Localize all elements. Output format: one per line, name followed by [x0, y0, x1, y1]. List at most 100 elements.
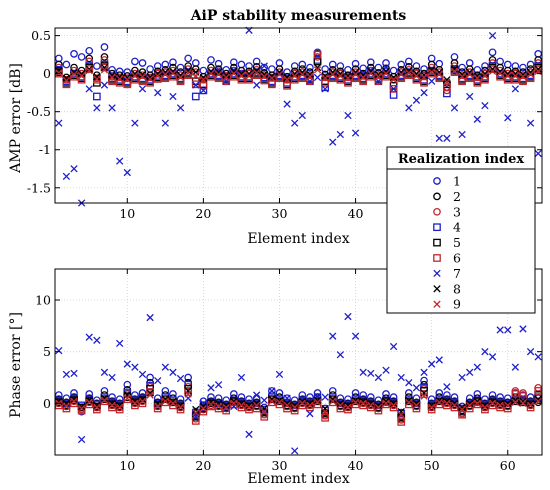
- data-point: [62, 76, 71, 85]
- data-point: [199, 81, 208, 90]
- data-point: [526, 70, 535, 79]
- data-point: [70, 70, 78, 79]
- data-point: [511, 396, 520, 404]
- data-point: [291, 447, 299, 455]
- data-point: [252, 399, 261, 407]
- data-point: [329, 68, 337, 76]
- data-point: [169, 368, 177, 376]
- data-point: [526, 401, 535, 410]
- data-point: [389, 393, 398, 401]
- data-point: [222, 71, 230, 79]
- data-point: [412, 399, 421, 407]
- data-point: [291, 72, 299, 80]
- data-point: [85, 390, 94, 398]
- data-point: [237, 373, 246, 382]
- data-point: [382, 366, 390, 374]
- data-point: [306, 63, 314, 72]
- data-point: [428, 403, 436, 412]
- data-point: [184, 387, 192, 395]
- data-point: [199, 402, 208, 411]
- data-point: [359, 391, 368, 399]
- data-point: [526, 399, 535, 407]
- data-point: [275, 400, 284, 409]
- data-point: [131, 401, 139, 410]
- data-point: [344, 405, 352, 414]
- data-point: [481, 72, 489, 80]
- data-point: [382, 59, 390, 67]
- data-point: [222, 396, 231, 405]
- data-point: [420, 392, 428, 400]
- data-point: [405, 69, 413, 77]
- top-data-marks: [54, 26, 543, 207]
- data-point: [511, 62, 520, 70]
- data-point: [397, 418, 406, 426]
- data-point: [131, 363, 139, 371]
- data-point: [191, 80, 200, 89]
- data-point: [123, 380, 132, 389]
- data-point: [519, 392, 527, 400]
- data-point: [184, 373, 193, 382]
- data-point: [420, 78, 428, 87]
- data-point: [237, 401, 246, 410]
- data-point: [108, 73, 116, 82]
- data-point: [534, 149, 542, 158]
- data-point: [283, 76, 291, 84]
- data-point: [504, 401, 512, 410]
- y-tick-label: -0.5: [27, 104, 51, 119]
- data-point: [230, 397, 238, 405]
- legend-marker: [433, 177, 441, 185]
- data-point: [192, 72, 200, 80]
- data-point: [176, 403, 185, 412]
- data-point: [184, 390, 192, 398]
- data-point: [519, 325, 527, 333]
- data-point: [313, 50, 322, 59]
- data-point: [306, 399, 314, 407]
- data-point: [534, 391, 543, 399]
- data-point: [382, 397, 390, 405]
- data-point: [481, 348, 489, 356]
- data-point: [382, 399, 390, 407]
- data-point: [359, 368, 367, 376]
- data-point: [77, 406, 86, 415]
- data-point: [146, 313, 154, 322]
- data-point: [344, 72, 352, 80]
- data-point: [450, 399, 459, 407]
- data-point: [108, 393, 116, 401]
- data-point: [344, 65, 352, 74]
- data-point: [62, 172, 71, 181]
- data-point: [214, 399, 223, 407]
- data-point: [100, 53, 109, 61]
- data-point: [328, 60, 337, 69]
- data-point: [115, 405, 124, 414]
- data-point: [519, 73, 527, 81]
- data-point: [473, 78, 482, 87]
- bottom-x-axis-label: Element index: [247, 471, 349, 487]
- data-point: [504, 72, 512, 80]
- data-point: [55, 119, 63, 127]
- data-point: [321, 65, 329, 73]
- data-point: [131, 391, 139, 399]
- data-point: [496, 67, 504, 76]
- y-tick-label: 0.5: [31, 28, 51, 43]
- data-point: [245, 430, 253, 438]
- data-point: [466, 399, 474, 407]
- data-point: [450, 67, 459, 76]
- data-point: [85, 400, 94, 409]
- data-point: [321, 74, 329, 82]
- data-point: [519, 399, 527, 407]
- data-point: [252, 391, 261, 399]
- data-point: [54, 60, 63, 69]
- data-point: [154, 402, 162, 411]
- data-point: [374, 70, 383, 79]
- data-point: [428, 401, 436, 410]
- data-point: [138, 85, 147, 93]
- data-point: [123, 80, 132, 89]
- data-point: [306, 77, 314, 86]
- data-point: [176, 374, 185, 383]
- data-point: [252, 401, 261, 410]
- legend-label: 7: [453, 266, 461, 281]
- data-point: [154, 89, 162, 97]
- data-point: [526, 119, 535, 127]
- data-point: [428, 360, 436, 368]
